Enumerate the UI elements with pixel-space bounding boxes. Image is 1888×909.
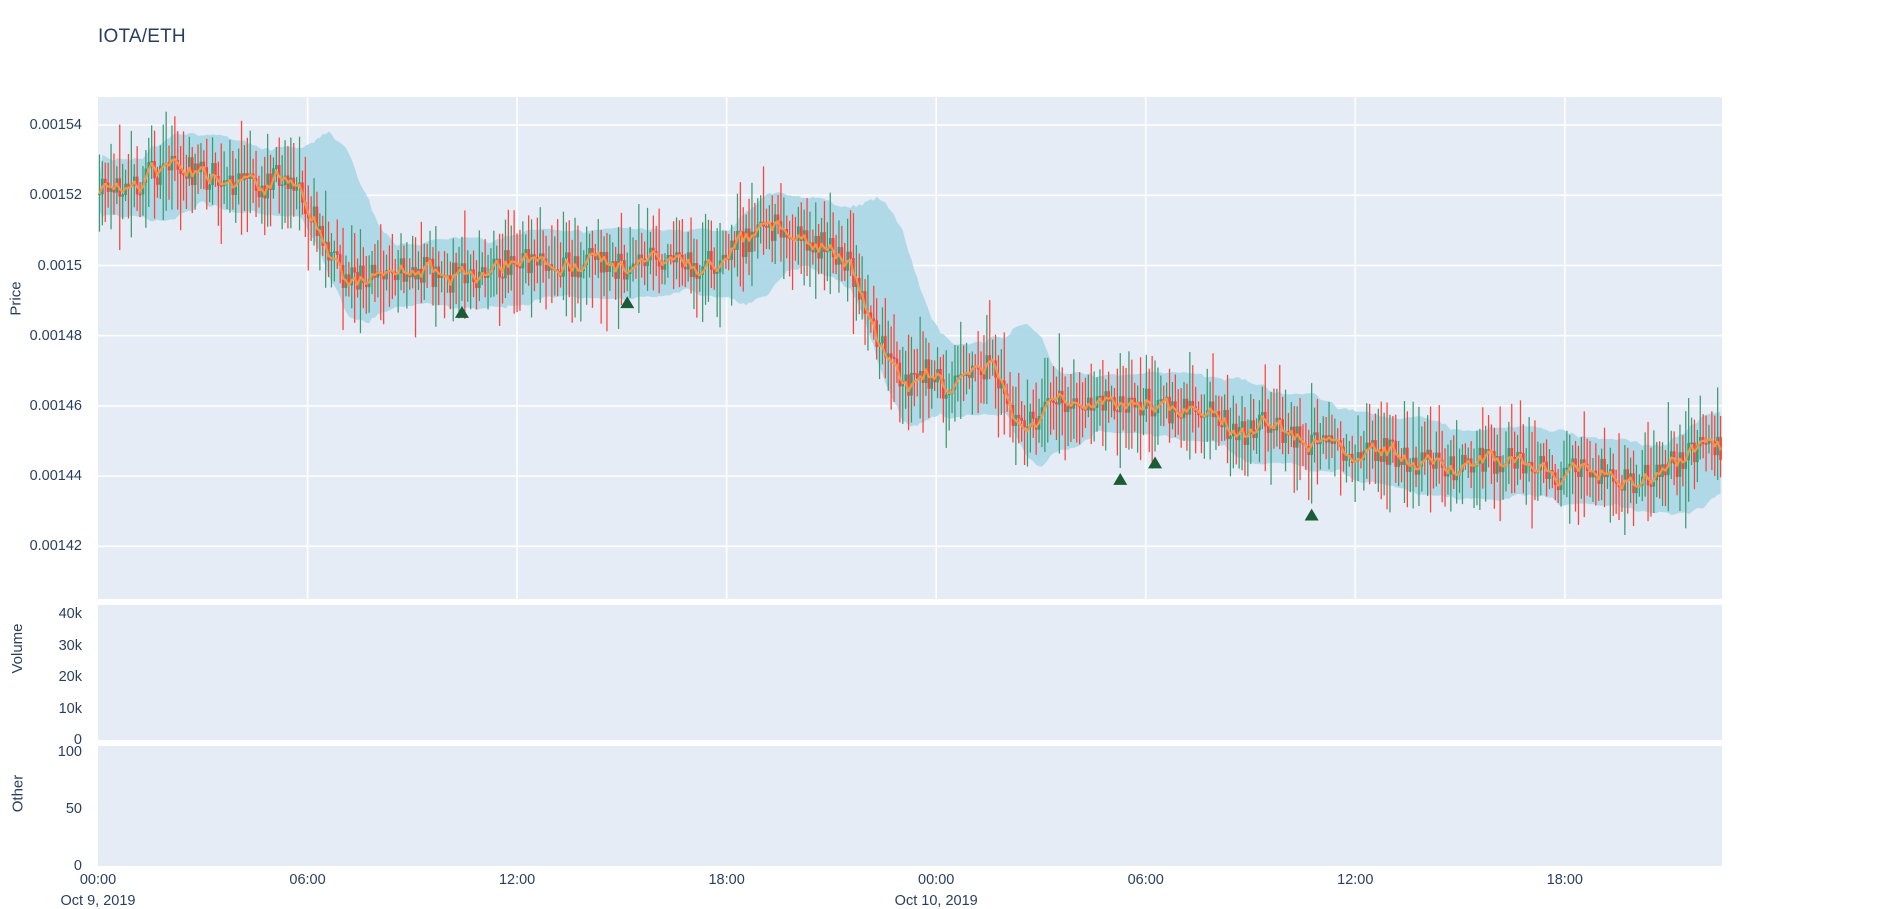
y-tick-label: 40k <box>58 606 82 623</box>
y-tick-label: 0.00152 <box>29 187 82 204</box>
x-tick-label: 18:00 <box>1546 872 1583 888</box>
volume-panel[interactable] <box>98 605 1722 740</box>
x-tick-label: 06:00 <box>289 872 326 888</box>
y-tick-label: 0.00148 <box>29 327 82 344</box>
y-tick-label: 30k <box>58 637 82 654</box>
y-tick-label: 10k <box>58 700 82 717</box>
y-tick-label: 0.00144 <box>29 468 82 485</box>
y-tick-label: 20k <box>58 669 82 686</box>
y-tick-label: 50 <box>65 800 82 817</box>
y-tick-label: 0 <box>73 858 82 874</box>
x-tick-label: 18:00 <box>708 872 745 888</box>
y-tick-label: 100 <box>57 743 82 760</box>
y-tick-label: 0.00142 <box>29 538 82 555</box>
x-axis-date-label: Oct 10, 2019 <box>894 893 978 909</box>
x-axis-date-label: Oct 9, 2019 <box>60 893 136 909</box>
other-panel[interactable] <box>98 746 1722 866</box>
x-tick-label: 12:00 <box>498 872 536 888</box>
other-y-ticks: 0 50 100 <box>0 0 90 909</box>
y-tick-label: 0 <box>73 732 82 748</box>
x-tick-label: 00:00 <box>918 872 955 888</box>
price-panel[interactable] <box>98 97 1722 599</box>
x-tick-label: 06:00 <box>1127 872 1164 888</box>
x-tick-label: 12:00 <box>1337 872 1374 888</box>
y-tick-label: 0.00146 <box>29 397 82 414</box>
price-y-ticks: 0.00154 0.00152 0.0015 0.00148 0.00146 0.0014… <box>0 0 90 909</box>
volume-y-ticks: 0 10k 20k 30k 40k <box>0 0 90 909</box>
page-title: IOTA/ETH <box>98 26 186 47</box>
x-tick-label: 00:00 <box>79 872 117 888</box>
y-tick-label: 0.00154 <box>29 117 82 134</box>
y-tick-label: 0.0015 <box>37 257 82 274</box>
